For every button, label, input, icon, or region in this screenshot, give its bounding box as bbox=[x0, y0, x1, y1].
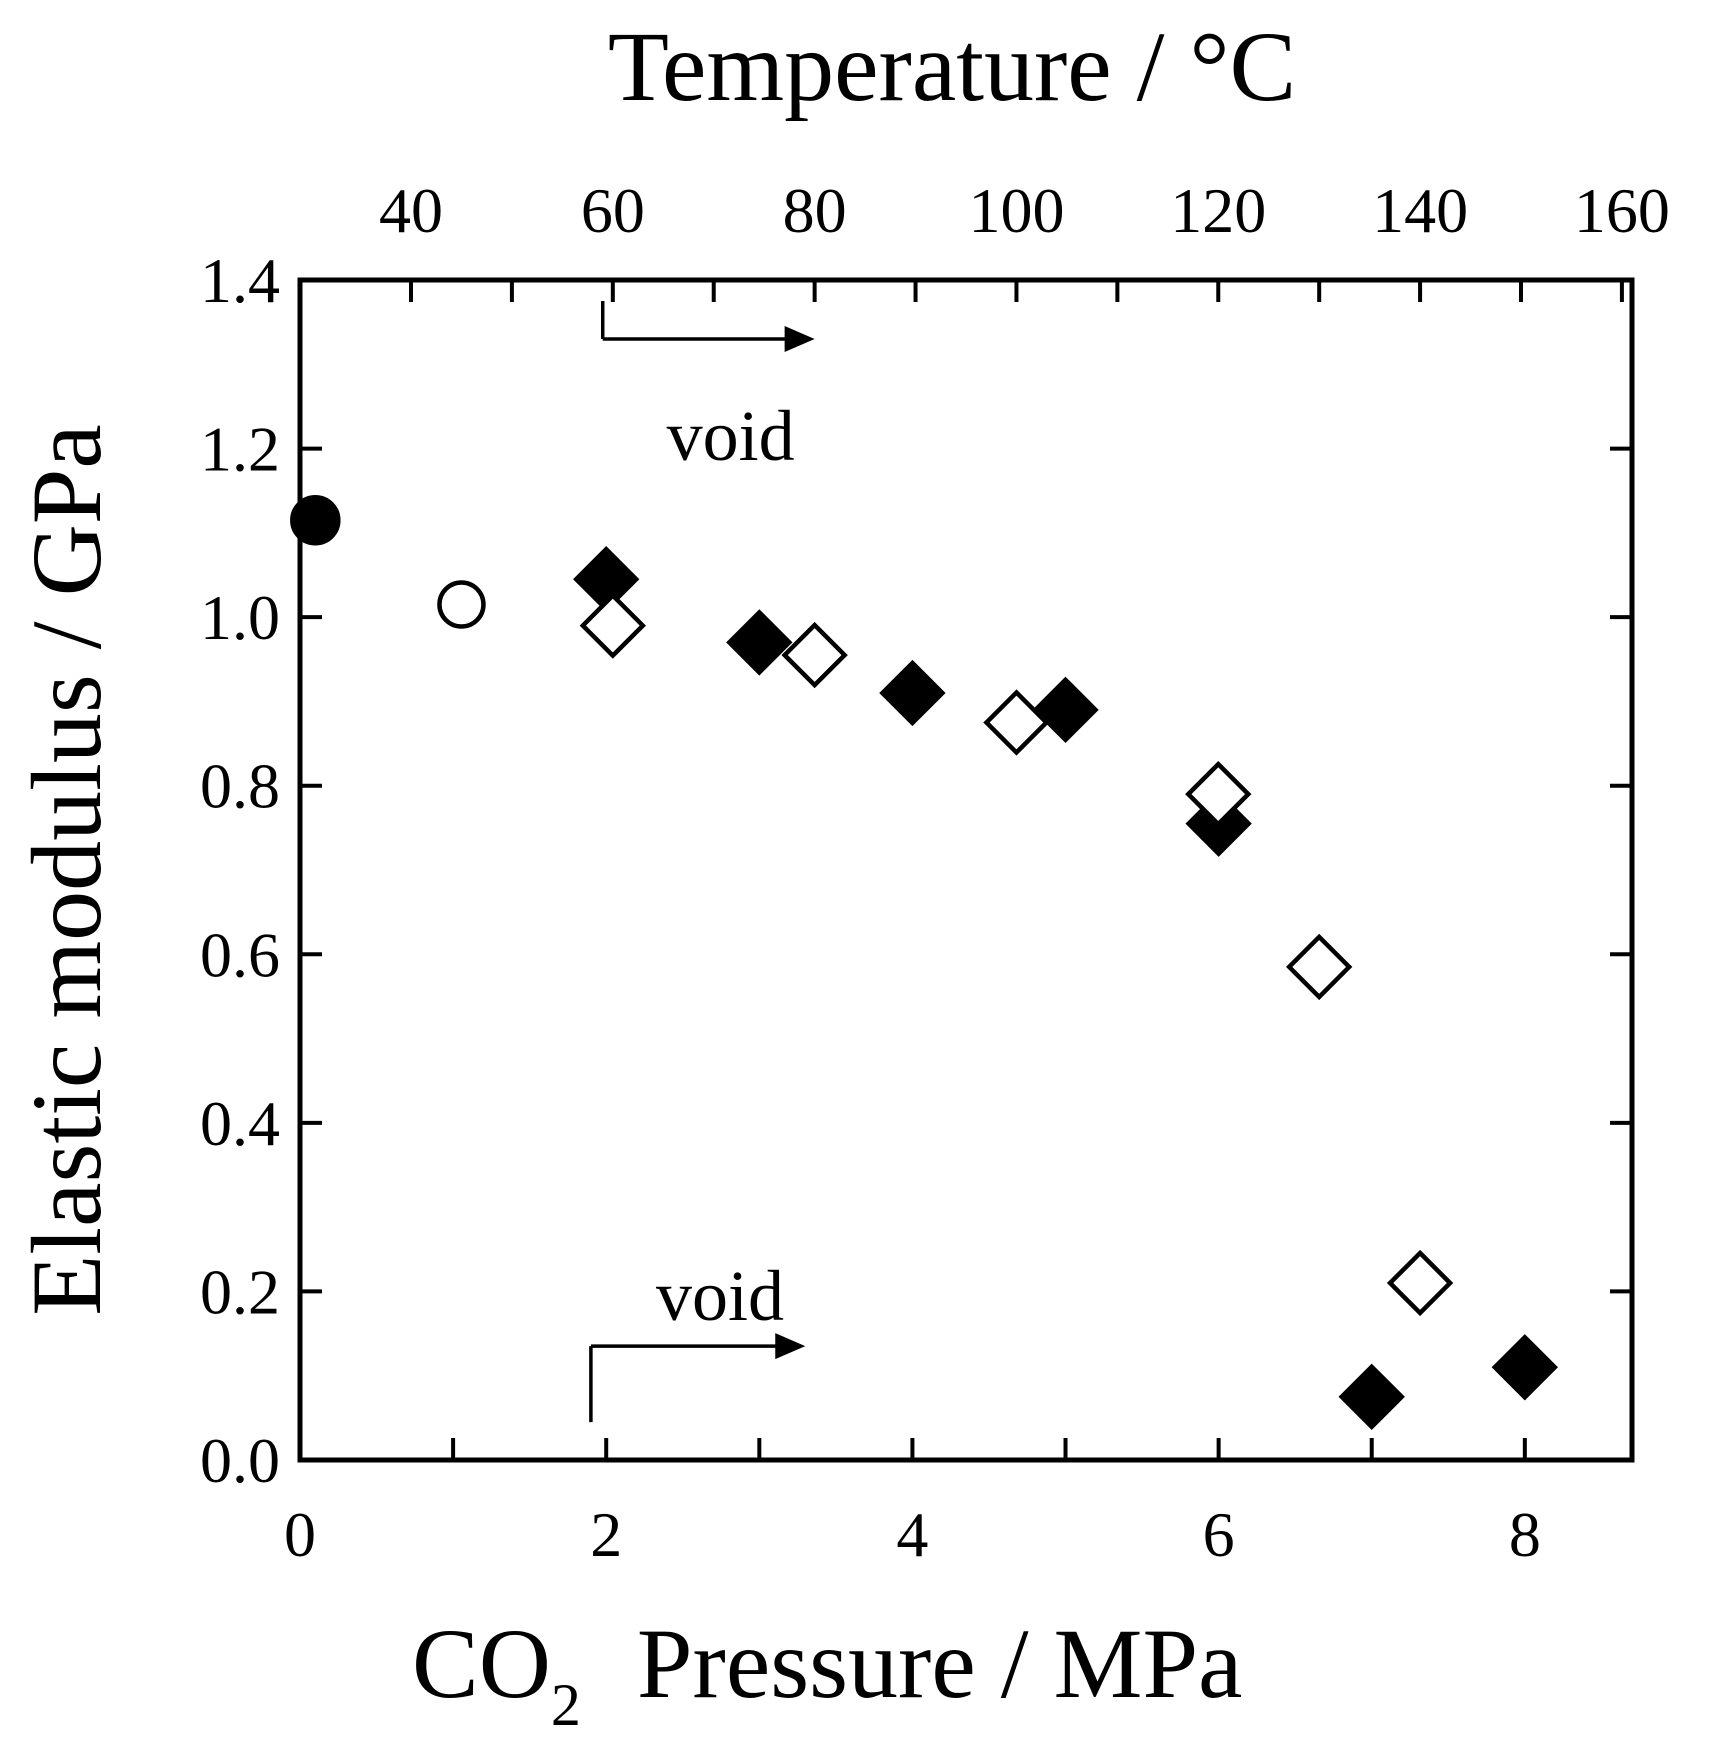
void-arrow-head bbox=[784, 326, 815, 352]
open-diamond-marker bbox=[1386, 1249, 1454, 1317]
y-tick-label: 0.0 bbox=[200, 1425, 280, 1496]
y-tick-label: 0.8 bbox=[200, 751, 280, 822]
x-axis-ticks: 0 2 4 6 8 bbox=[284, 1438, 1541, 1570]
top-tick-label: 80 bbox=[783, 175, 847, 246]
top-tick-label: 40 bbox=[379, 175, 443, 246]
filled-diamond-marker bbox=[1338, 1363, 1405, 1430]
open-diamond-marker bbox=[983, 689, 1050, 756]
void-label: void bbox=[667, 396, 795, 476]
open-circle-marker bbox=[437, 580, 486, 629]
x-tick-label: 0 bbox=[284, 1499, 316, 1570]
plot-frame bbox=[297, 277, 1635, 1463]
filled-diamond-marker bbox=[879, 659, 946, 727]
top-tick-label: 100 bbox=[968, 175, 1064, 246]
y-tick-label: 0.2 bbox=[200, 1256, 280, 1327]
filled-diamond-marker bbox=[1491, 1334, 1559, 1401]
x-axis-title-subscript: 2 bbox=[551, 1672, 581, 1738]
x-tick-label: 2 bbox=[590, 1499, 622, 1570]
y-axis-ticks: 0.0 0.2 0.4 0.6 0.8 1.0 1.2 1.4 bbox=[200, 245, 1632, 1496]
x-tick-label: 8 bbox=[1509, 1499, 1541, 1570]
open-diamond-marker bbox=[1285, 933, 1353, 1001]
open-diamond-marker bbox=[781, 621, 848, 689]
void-arrow-head bbox=[775, 1333, 806, 1360]
x-axis-title-main: CO bbox=[412, 1608, 551, 1719]
top-axis-ticks: 40 60 80 100 120 140 160 bbox=[379, 175, 1670, 302]
y-axis-title: Elastic modulus / GPa bbox=[11, 424, 122, 1316]
filled-diamond-marker bbox=[1032, 676, 1099, 744]
y-tick-label: 0.6 bbox=[200, 919, 280, 990]
open-diamond-marker bbox=[1185, 760, 1252, 828]
y-tick-label: 1.4 bbox=[200, 245, 280, 316]
void-label: void bbox=[656, 1256, 784, 1336]
x-tick-label: 6 bbox=[1203, 1499, 1235, 1570]
filled-circle-marker bbox=[290, 494, 341, 546]
y-tick-label: 1.0 bbox=[200, 582, 280, 653]
x-tick-label: 4 bbox=[896, 1499, 928, 1570]
x-axis-title-rest: Pressure / MPa bbox=[637, 1608, 1243, 1719]
y-tick-label: 0.4 bbox=[200, 1088, 280, 1159]
y-tick-label: 1.2 bbox=[200, 414, 280, 485]
top-tick-label: 140 bbox=[1372, 175, 1468, 246]
data-markers bbox=[290, 494, 1559, 1430]
top-tick-label: 120 bbox=[1170, 175, 1266, 246]
open-diamond-marker bbox=[579, 592, 647, 659]
x-axis-title: CO2 Pressure / MPa bbox=[412, 1608, 1242, 1738]
top-tick-label: 160 bbox=[1574, 175, 1670, 246]
top-axis-title: Temperature / °C bbox=[608, 11, 1296, 122]
filled-diamond-marker bbox=[726, 609, 793, 676]
annotations: void void bbox=[589, 301, 815, 1423]
top-tick-label: 60 bbox=[581, 175, 645, 246]
